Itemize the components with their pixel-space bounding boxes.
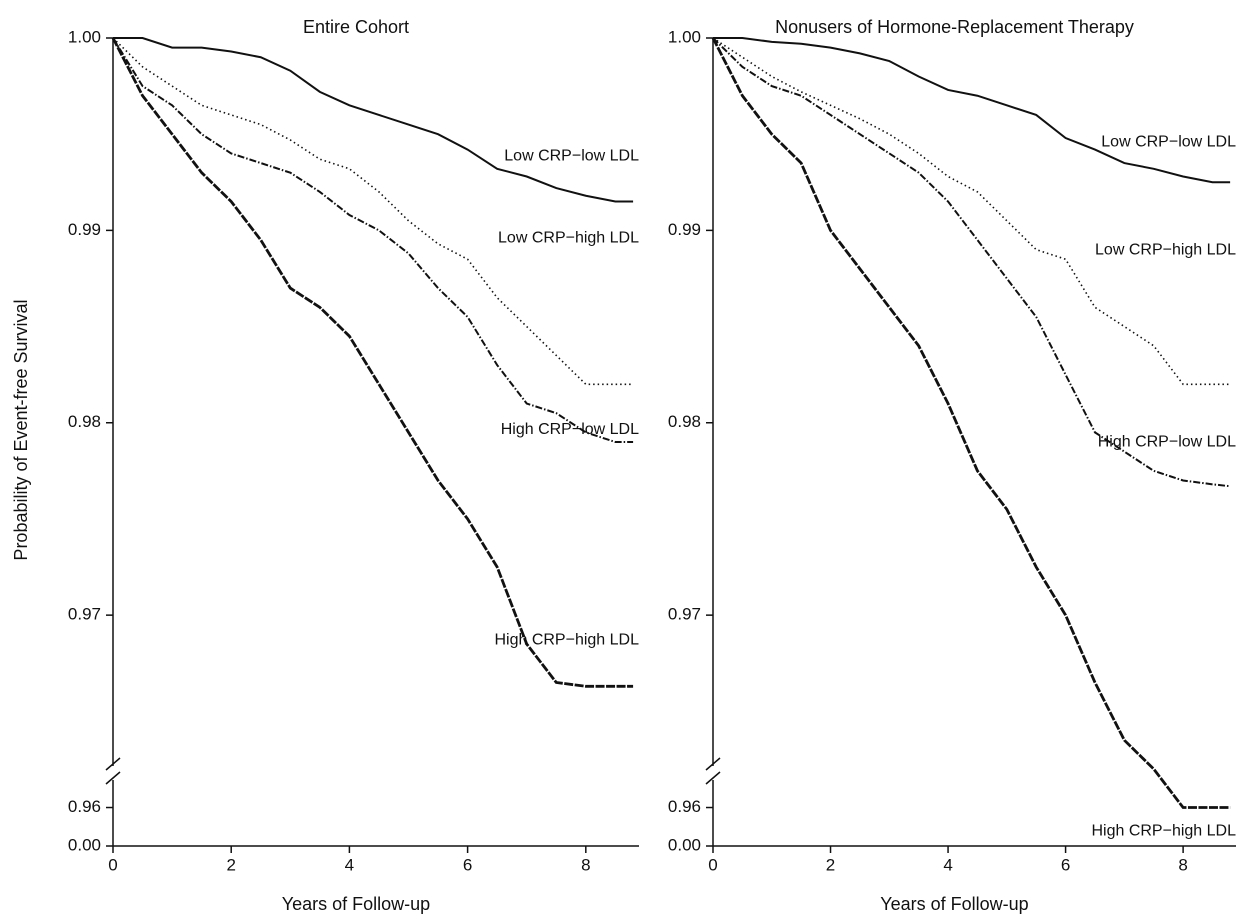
survival-curve bbox=[111, 37, 634, 688]
x-tick-label: 2 bbox=[226, 855, 235, 874]
y-tick-label: 0.99 bbox=[668, 220, 701, 239]
series-label: High CRP−low LDL bbox=[1098, 433, 1236, 450]
y-tick-label: 0.96 bbox=[668, 797, 701, 816]
y-tick-label: 0.98 bbox=[68, 412, 101, 431]
y-tick-label: 1.00 bbox=[68, 27, 101, 46]
x-tick-label: 4 bbox=[345, 855, 354, 874]
y-tick-label: 0.00 bbox=[68, 835, 101, 854]
x-tick-label: 4 bbox=[943, 855, 952, 874]
survival-curve bbox=[713, 37, 1231, 184]
axis-break bbox=[705, 757, 721, 785]
survival-curve bbox=[711, 37, 1231, 809]
y-tick-label: 1.00 bbox=[668, 27, 701, 46]
survival-curve bbox=[112, 37, 634, 386]
y-axis-label: Probability of Event-free Survival bbox=[11, 299, 31, 560]
chart-title: Entire Cohort bbox=[303, 17, 409, 37]
series-label: Low CRP−low LDL bbox=[504, 148, 639, 165]
survival-curve bbox=[112, 37, 634, 443]
x-tick-label: 8 bbox=[581, 855, 590, 874]
series-label: Low CRP−high LDL bbox=[498, 230, 639, 247]
x-tick-label: 8 bbox=[1178, 855, 1187, 874]
x-tick-label: 0 bbox=[708, 855, 717, 874]
series-label: High CRP−low LDL bbox=[501, 421, 639, 438]
x-axis-label: Years of Follow-up bbox=[880, 894, 1028, 914]
survival-curve bbox=[712, 37, 1231, 386]
x-tick-label: 6 bbox=[1061, 855, 1070, 874]
series-label: Low CRP−low LDL bbox=[1101, 134, 1236, 151]
y-tick-label: 0.98 bbox=[668, 412, 701, 431]
survival-curve bbox=[712, 37, 1231, 488]
x-tick-label: 6 bbox=[463, 855, 472, 874]
series-label: Low CRP−high LDL bbox=[1095, 242, 1236, 259]
x-axis-label: Years of Follow-up bbox=[282, 894, 430, 914]
axis-break bbox=[105, 757, 121, 785]
y-tick-label: 0.97 bbox=[668, 605, 701, 624]
y-tick-label: 0.99 bbox=[68, 220, 101, 239]
y-tick-label: 0.96 bbox=[68, 797, 101, 816]
x-tick-label: 2 bbox=[826, 855, 835, 874]
series-label: High CRP−high LDL bbox=[1091, 823, 1236, 840]
series-label: High CRP−high LDL bbox=[494, 632, 639, 649]
y-tick-label: 0.00 bbox=[668, 835, 701, 854]
y-tick-label: 0.97 bbox=[68, 605, 101, 624]
survival-curve bbox=[113, 37, 634, 203]
chart-title: Nonusers of Hormone-Replacement Therapy bbox=[775, 17, 1134, 37]
x-tick-label: 0 bbox=[108, 855, 117, 874]
